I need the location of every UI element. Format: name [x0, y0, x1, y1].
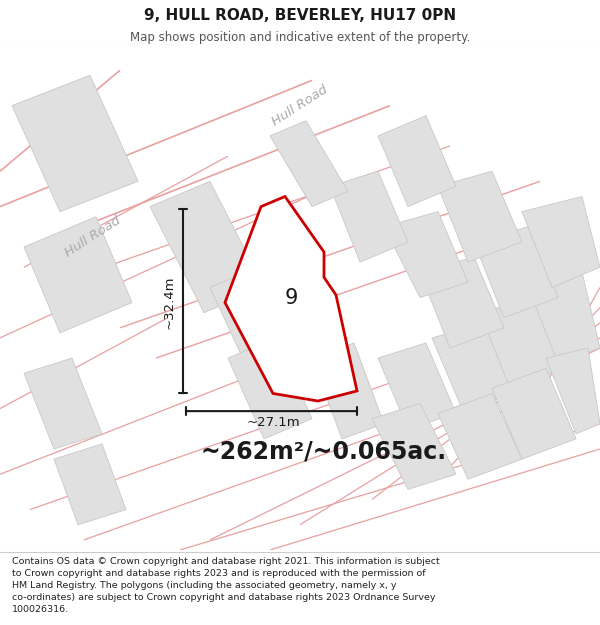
- Polygon shape: [384, 212, 468, 298]
- Polygon shape: [492, 368, 576, 459]
- Polygon shape: [546, 348, 600, 434]
- Text: Map shows position and indicative extent of the property.: Map shows position and indicative extent…: [130, 31, 470, 44]
- Polygon shape: [150, 181, 264, 312]
- Text: 9: 9: [284, 288, 298, 308]
- Polygon shape: [528, 272, 600, 363]
- Text: ~32.4m: ~32.4m: [163, 276, 176, 329]
- Polygon shape: [24, 217, 132, 333]
- Polygon shape: [312, 343, 384, 439]
- Polygon shape: [474, 227, 558, 318]
- Text: Hull Road: Hull Road: [270, 82, 330, 128]
- Polygon shape: [378, 116, 456, 207]
- Text: ~27.1m: ~27.1m: [246, 416, 300, 429]
- Text: 9, HULL ROAD, BEVERLEY, HU17 0PN: 9, HULL ROAD, BEVERLEY, HU17 0PN: [144, 8, 456, 23]
- Polygon shape: [372, 404, 456, 489]
- Polygon shape: [438, 171, 522, 262]
- Polygon shape: [24, 358, 102, 449]
- Polygon shape: [522, 196, 600, 288]
- Polygon shape: [378, 343, 456, 429]
- Polygon shape: [210, 268, 300, 378]
- Text: Hull Road: Hull Road: [63, 214, 123, 260]
- Polygon shape: [420, 257, 504, 348]
- Polygon shape: [480, 298, 564, 388]
- Text: Contains OS data © Crown copyright and database right 2021. This information is : Contains OS data © Crown copyright and d…: [12, 558, 440, 614]
- Polygon shape: [225, 196, 357, 401]
- Polygon shape: [12, 75, 138, 212]
- Polygon shape: [270, 121, 348, 207]
- Polygon shape: [438, 394, 522, 479]
- Polygon shape: [228, 338, 312, 439]
- Polygon shape: [330, 171, 408, 262]
- Text: ~262m²/~0.065ac.: ~262m²/~0.065ac.: [201, 439, 447, 464]
- Polygon shape: [432, 322, 516, 409]
- Polygon shape: [54, 444, 126, 525]
